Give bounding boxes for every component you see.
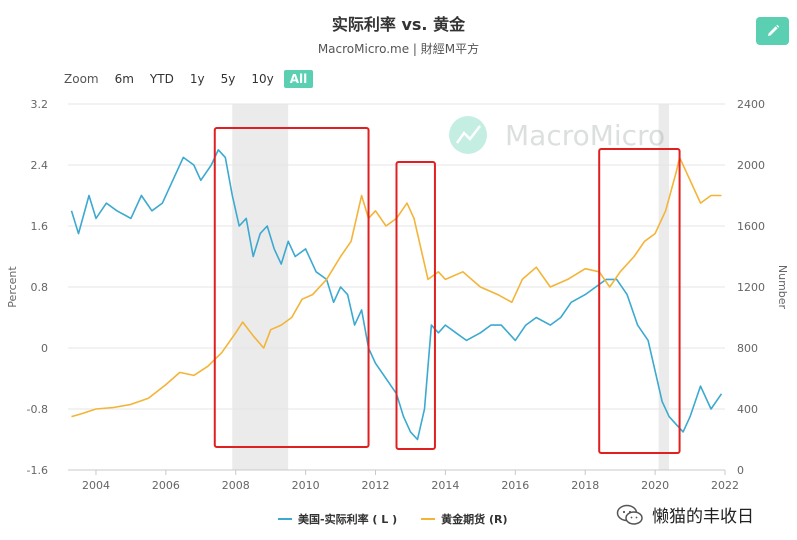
x-tick-label: 2016 bbox=[501, 479, 529, 492]
y-right-tick-label: 2400 bbox=[737, 98, 765, 111]
x-tick-label: 2014 bbox=[431, 479, 459, 492]
y-right-tick-label: 1200 bbox=[737, 281, 765, 294]
legend-swatch-real-rate bbox=[278, 518, 292, 520]
y-right-tick-label: 800 bbox=[737, 342, 758, 355]
wechat-watermark: 懒猫的丰收日 bbox=[616, 502, 754, 527]
chart-legend: 美国-实际利率 ( L ) 黄金期货 (R) bbox=[278, 511, 531, 527]
x-tick-label: 2012 bbox=[362, 479, 390, 492]
edit-button[interactable] bbox=[756, 17, 789, 45]
zoom-ytd-button[interactable]: YTD bbox=[149, 72, 174, 86]
chart-title: 实际利率 vs. 黄金 bbox=[331, 15, 466, 34]
y-right-tick-label: 2000 bbox=[737, 159, 765, 172]
highlight-box-2 bbox=[598, 148, 681, 454]
zoom-10y-button[interactable]: 10y bbox=[251, 72, 274, 86]
logo-text: MacroMicro bbox=[505, 119, 665, 152]
y-right-tick-label: 0 bbox=[737, 464, 744, 477]
y-right-tick-label: 400 bbox=[737, 403, 758, 416]
zoom-all-button[interactable]: All bbox=[283, 70, 314, 88]
logo-circle-icon bbox=[449, 116, 487, 154]
chart-subtitle: MacroMicro.me | 財經M平方 bbox=[317, 42, 480, 56]
wechat-icon bbox=[616, 504, 643, 525]
macromicro-logo-watermark: MacroMicro bbox=[449, 116, 665, 154]
y-left-tick-label: 0.8 bbox=[31, 281, 49, 294]
highlight-box-0 bbox=[213, 127, 370, 448]
y-left-tick-label: -1.6 bbox=[27, 464, 48, 477]
y-right-tick-label: 1600 bbox=[737, 220, 765, 233]
x-tick-label: 2020 bbox=[641, 479, 669, 492]
legend-item-gold[interactable]: 黄金期货 (R) bbox=[421, 511, 507, 527]
zoom-1y-button[interactable]: 1y bbox=[189, 72, 205, 86]
series-line-gold bbox=[71, 156, 722, 418]
y-left-tick-label: 1.6 bbox=[31, 220, 49, 233]
zoom-toolbar: Zoom 6m YTD 1y 5y 10y All bbox=[64, 69, 317, 89]
zoom-5y-button[interactable]: 5y bbox=[220, 72, 236, 86]
y-left-tick-label: 3.2 bbox=[31, 98, 49, 111]
y-left-tick-label: 2.4 bbox=[31, 159, 49, 172]
logo-trend-icon bbox=[455, 125, 481, 144]
legend-item-real-rate[interactable]: 美国-实际利率 ( L ) bbox=[278, 511, 397, 527]
legend-label-real-rate: 美国-实际利率 ( L ) bbox=[298, 513, 398, 526]
x-tick-label: 2018 bbox=[571, 479, 599, 492]
wechat-account-name: 懒猫的丰收日 bbox=[652, 507, 754, 527]
legend-label-gold: 黄金期货 (R) bbox=[441, 513, 508, 526]
zoom-label: Zoom bbox=[64, 72, 99, 86]
x-tick-label: 2022 bbox=[711, 479, 739, 492]
legend-swatch-gold bbox=[421, 518, 436, 520]
y-right-axis-title: Number bbox=[776, 265, 789, 310]
series-line-real-rate bbox=[70, 149, 723, 441]
pencil-icon bbox=[767, 24, 779, 36]
x-tick-label: 2006 bbox=[152, 479, 180, 492]
y-left-tick-label: -0.8 bbox=[27, 403, 48, 416]
y-left-tick-label: 0 bbox=[41, 342, 48, 355]
highlight-box-1 bbox=[395, 161, 436, 450]
y-left-axis-title: Percent bbox=[6, 266, 19, 308]
x-tick-label: 2004 bbox=[82, 479, 110, 492]
x-tick-label: 2010 bbox=[292, 479, 320, 492]
zoom-6m-button[interactable]: 6m bbox=[114, 72, 134, 86]
x-tick-label: 2008 bbox=[222, 479, 250, 492]
